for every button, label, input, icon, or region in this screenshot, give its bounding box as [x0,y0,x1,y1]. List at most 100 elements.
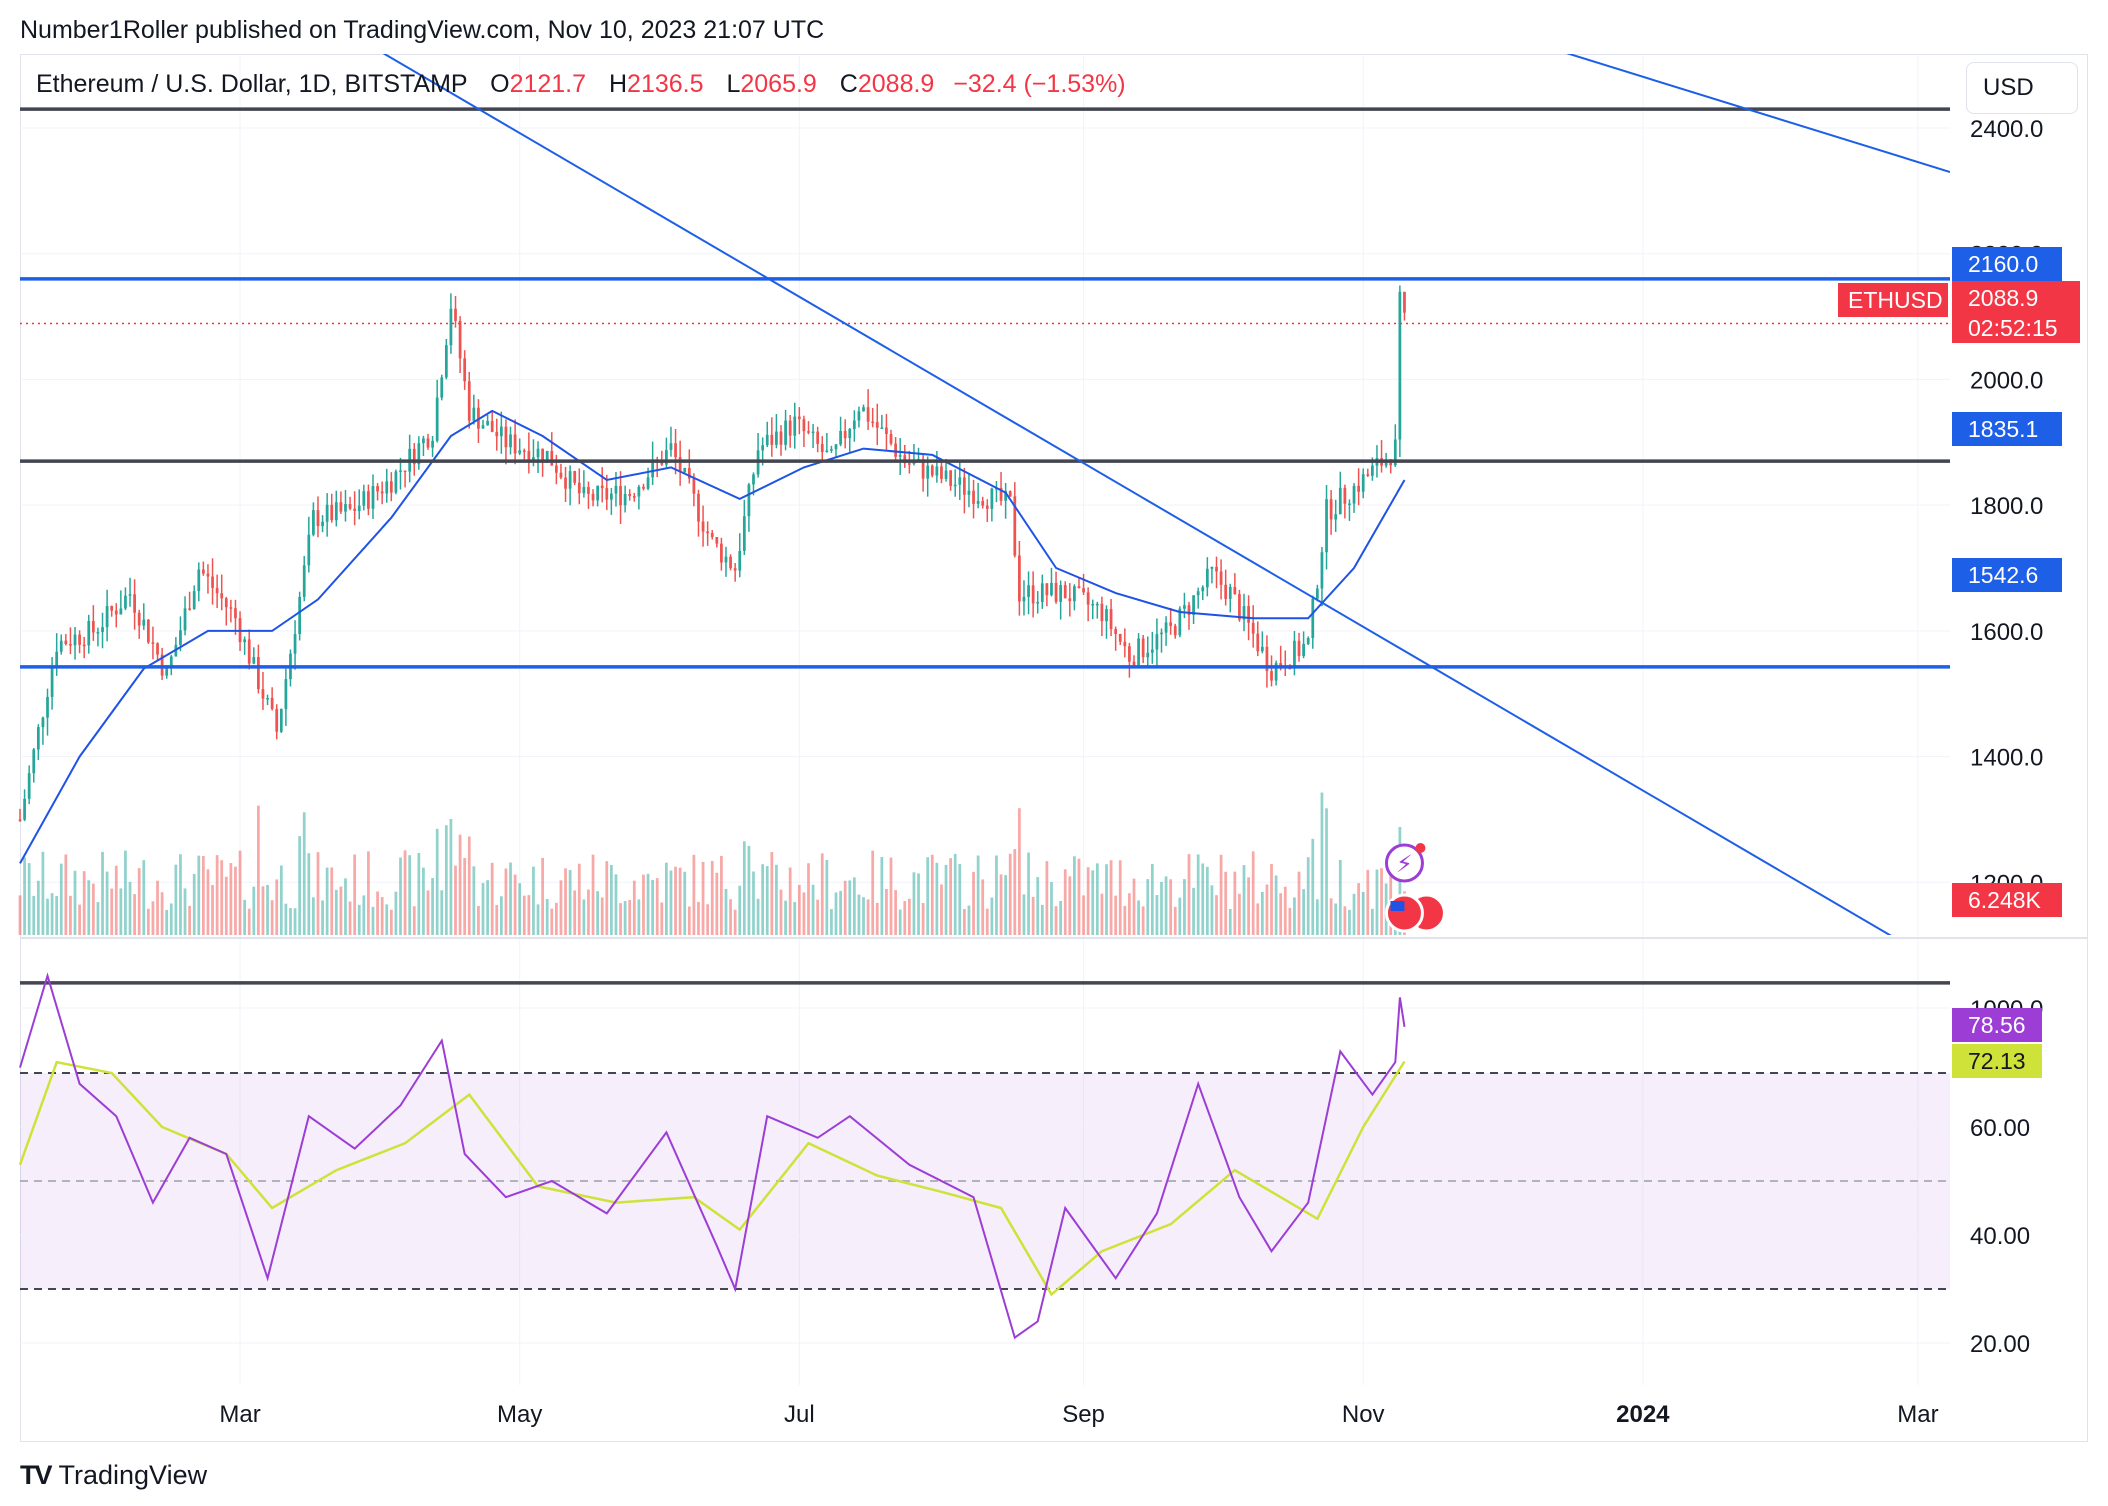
candle-body [426,438,430,448]
candle-body [811,431,815,434]
candle-body [298,596,302,634]
candle-body [206,573,210,577]
volume-bar [389,909,393,935]
rsi-tick-label: 40.00 [1970,1223,2030,1250]
volume-bar [257,805,260,935]
candle-body [1224,584,1228,599]
volume-bar [151,901,155,935]
candle-body [697,493,700,522]
time-tick-label: Mar [1897,1401,1938,1428]
volume-bar [1196,854,1200,935]
candle-body [137,612,141,626]
candle-body [1306,638,1310,644]
price-tick-label: 1800.0 [1970,493,2043,520]
candle-body [73,634,77,646]
volume-bar [1302,889,1305,935]
tradingview-brand[interactable]: TV TradingView [20,1460,207,1491]
candle-body [1329,499,1333,520]
volume-bar [1233,871,1237,935]
volume-bar [142,860,146,935]
volume-bar [18,895,22,935]
candle-body [1150,649,1154,653]
volume-bar [408,855,412,935]
volume-bar [655,878,659,935]
volume-bar [1027,852,1030,935]
volume-bar [110,888,114,935]
candle-body [179,630,182,645]
trend-line[interactable] [20,983,116,1071]
candle-body [1063,585,1067,599]
volume-bar [972,871,975,935]
volume-bar [252,886,256,935]
volume-bar [600,897,604,935]
volume-bar [426,890,430,935]
volume-bar [133,894,136,935]
candle-body [435,397,439,441]
candle-body [399,470,402,473]
candle-body [921,459,925,479]
volume-bar [532,866,535,935]
volume-bar [467,836,471,935]
candle-body [266,697,269,700]
trend-line[interactable] [1565,53,1950,173]
symbol-title: Ethereum / U.S. Dollar, 1D, BITSTAMP [36,70,468,98]
candle-body [1215,566,1218,572]
volume-bar [376,891,379,935]
volume-bar [1073,856,1076,935]
symbol-price-tag: ETHUSD [1838,283,1948,317]
volume-bar [481,882,485,935]
volume-bar [793,901,797,935]
volume-bar [188,905,191,935]
candle-body [344,504,347,512]
candle-body [665,450,668,465]
candle-body [843,430,847,439]
volume-bar [444,825,448,935]
candle-body [1187,605,1191,615]
volume-bar [1150,864,1154,935]
candle-body [967,490,971,495]
candle-body [105,605,109,628]
volume-bar [820,853,824,935]
candle-body [866,407,870,422]
candle-body [1260,646,1264,652]
volume-bar [174,864,178,935]
candle-body [261,689,265,699]
candle-body [1228,586,1232,599]
volume-bar [710,861,714,935]
volume-bar [536,904,540,935]
candle-body [1320,552,1324,589]
volume-bar [660,902,664,935]
us-flag-event-icon[interactable] [1384,893,1424,933]
volume-bar [119,888,123,935]
candle-body [316,510,320,527]
volume-bar [1325,808,1328,935]
lightning-event-icon[interactable] [1384,843,1424,883]
volume-bar [1192,887,1195,935]
candle-body [999,487,1003,501]
volume-bar [632,880,636,935]
candle-body [1123,641,1127,647]
volume-bar [55,896,59,935]
candle-body [330,504,334,521]
currency-button[interactable]: USD [1966,62,2078,114]
volume-bar [1086,867,1090,935]
candle-body [852,420,856,429]
volume-bar [935,862,939,935]
volume-bar [463,858,467,935]
volume-bar [742,841,746,935]
price-tick-label: 2000.0 [1970,367,2043,394]
candle-body [669,443,673,451]
candle-body [307,534,311,566]
trend-line[interactable] [382,53,1950,971]
candle-body [243,639,247,643]
candle-body [1196,591,1200,596]
candle-body [257,657,260,690]
volume-bar [1018,808,1021,935]
candle-body [577,482,581,494]
candle-body [981,500,985,506]
volume-bar [353,854,357,935]
volume-bar [82,871,86,935]
candle-body [389,481,393,493]
volume-bar [1063,869,1067,935]
